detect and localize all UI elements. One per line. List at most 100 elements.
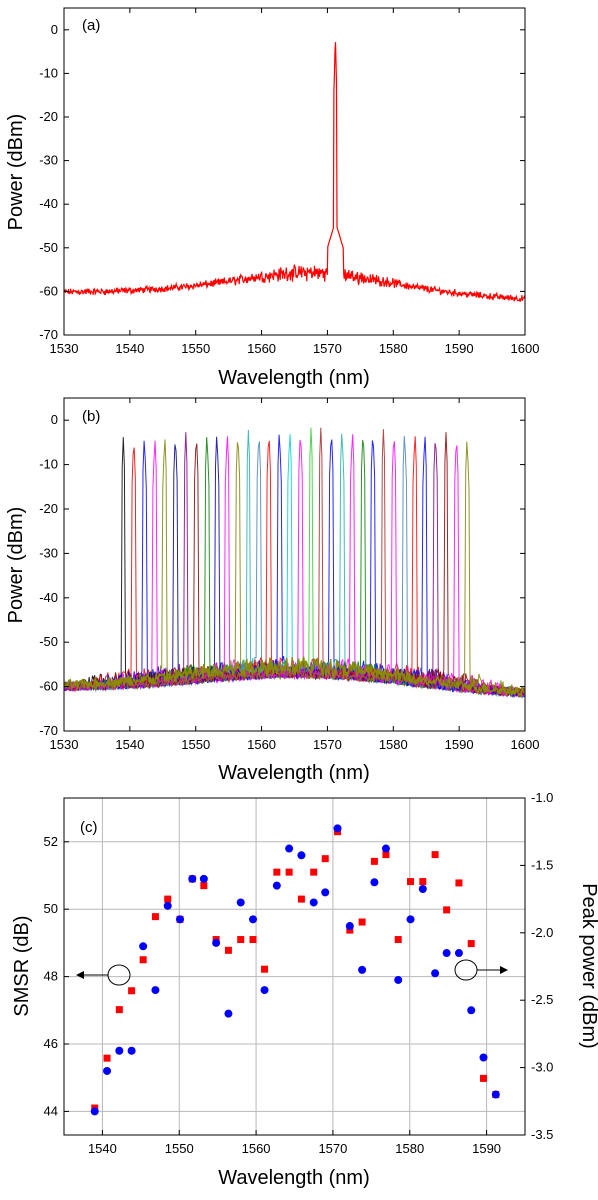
left-arrow-head (76, 971, 84, 979)
smsr-point (333, 824, 342, 833)
spectrum-channel-34 (63, 441, 526, 696)
smsr-point (442, 949, 451, 958)
y2-tick-label: -2.0 (531, 925, 553, 940)
spectrum-noise-overlay (63, 656, 526, 699)
x-tick-label: 1590 (445, 341, 474, 356)
panel-b-ylabel: Power (dBm) (5, 507, 27, 624)
smsr-point (199, 874, 208, 883)
peak-power-point (407, 878, 415, 886)
spectrum-channel-14 (63, 441, 526, 696)
peak-power-point (358, 918, 366, 926)
x-tick-label: 1580 (379, 737, 408, 752)
panel-b: 1530 1540 1550 1560 1570 1580 1590 1600 -70 -60 -5… (5, 397, 540, 784)
panel-c-frame (63, 797, 526, 1136)
panel-b-frame (63, 397, 526, 732)
spectrum-channel-33 (63, 445, 526, 697)
spectrum-channel-3 (63, 440, 526, 697)
y-tick-label: -20 (39, 109, 58, 124)
y-tick-label: 0 (51, 412, 58, 427)
y-tick-label: 48 (44, 969, 58, 984)
smsr-point (188, 874, 197, 883)
x-tick-label: 1540 (115, 737, 144, 752)
spectrum-line (63, 42, 526, 302)
spectrum-channel-22 (63, 433, 526, 696)
panel-c: 1540 1550 1560 1570 1580 1590 44 46 48 50 52 -3.5 -3… (11, 790, 598, 1189)
smsr-point (272, 881, 281, 890)
x-tick-label: 1530 (50, 737, 79, 752)
y-tick-label: -10 (39, 457, 58, 472)
spectrum-channel-28 (63, 435, 526, 698)
x-tick-label: 1600 (511, 737, 540, 752)
spectrum-channel-1 (63, 437, 526, 697)
peak-power-point (273, 868, 281, 876)
x-tick-label: 1580 (379, 341, 408, 356)
smsr-point (321, 888, 330, 897)
smsr-point (370, 878, 379, 887)
x-tick-label: 1540 (88, 1141, 117, 1156)
panel-c-ticks: 1540 1550 1560 1570 1580 1590 44 46 48 50 52 -3.5 -3… (44, 790, 554, 1156)
peak-power-point (394, 936, 402, 944)
spectrum-channel-12 (63, 442, 526, 697)
peak-power-point (285, 868, 293, 876)
smsr-point (406, 915, 415, 924)
x-tick-label: 1580 (395, 1141, 424, 1156)
x-tick-label: 1540 (115, 341, 144, 356)
spectrum-channel-17 (63, 434, 526, 698)
peak-power-point (200, 882, 208, 890)
peak-power-point (237, 936, 245, 944)
panel-a: 1530 1540 1550 1560 1570 1580 1590 1600 -70 -60 -5… (5, 7, 540, 389)
panel-a-label: (a) (82, 17, 100, 34)
y-tick-label: -40 (39, 590, 58, 605)
y-tick-label: 44 (44, 1103, 58, 1118)
peak-power-point (431, 851, 439, 859)
smsr-point (381, 844, 390, 853)
x-tick-label: 1550 (181, 737, 210, 752)
y-tick-label: 46 (44, 1036, 58, 1051)
y-tick-label: -70 (39, 723, 58, 738)
smsr-point (309, 898, 318, 907)
spectrum-channel-24 (63, 439, 526, 697)
y-tick-label: -10 (39, 65, 58, 80)
x-tick-label: 1550 (181, 341, 210, 356)
y-tick-label: 50 (44, 901, 58, 916)
y-tick-label: -60 (39, 679, 58, 694)
smsr-point (115, 1046, 124, 1055)
peak-power-point (297, 895, 305, 903)
panel-c-label: (c) (80, 819, 98, 836)
spectrum-channel-7 (63, 432, 526, 697)
spectrum-channel-30 (63, 436, 526, 699)
smsr-point (139, 942, 148, 951)
peak-power-point (419, 878, 427, 886)
smsr-point (224, 1009, 233, 1018)
panel-c-grid (64, 798, 525, 1135)
y2-tick-label: -2.5 (531, 992, 553, 1007)
smsr-point (163, 901, 172, 910)
smsr-point (151, 986, 160, 995)
panel-c-ylabel: SMSR (dB) (11, 915, 33, 1016)
peak-power-point (261, 965, 269, 973)
x-tick-label: 1570 (313, 341, 342, 356)
peak-power-point (321, 855, 329, 863)
spectrum-channel-13 (63, 429, 526, 698)
panel-c-plot-area (90, 824, 500, 1116)
peak-power-point (467, 940, 475, 948)
peak-power-point (382, 851, 390, 859)
panel-a-ylabel: Power (dBm) (5, 114, 27, 231)
smsr-point (467, 1006, 476, 1015)
panel-b-plot-area (63, 427, 526, 699)
peak-power-point (310, 868, 318, 876)
y-tick-label: -20 (39, 501, 58, 516)
panel-c-annotations (76, 959, 508, 986)
y2-tick-label: -3.5 (531, 1127, 553, 1142)
smsr-point (127, 1046, 136, 1055)
smsr-point (454, 949, 463, 958)
spectrum-channel-10 (63, 436, 526, 698)
spectrum-channel-25 (63, 440, 526, 696)
panel-b-xlabel: Wavelength (nm) (218, 762, 370, 784)
smsr-point (212, 938, 221, 947)
right-arrow-head (500, 966, 508, 974)
smsr-point (358, 965, 367, 974)
spectrum-channel-4 (63, 440, 526, 697)
spectrum-channel-5 (63, 439, 526, 697)
x-tick-label: 1600 (511, 341, 540, 356)
